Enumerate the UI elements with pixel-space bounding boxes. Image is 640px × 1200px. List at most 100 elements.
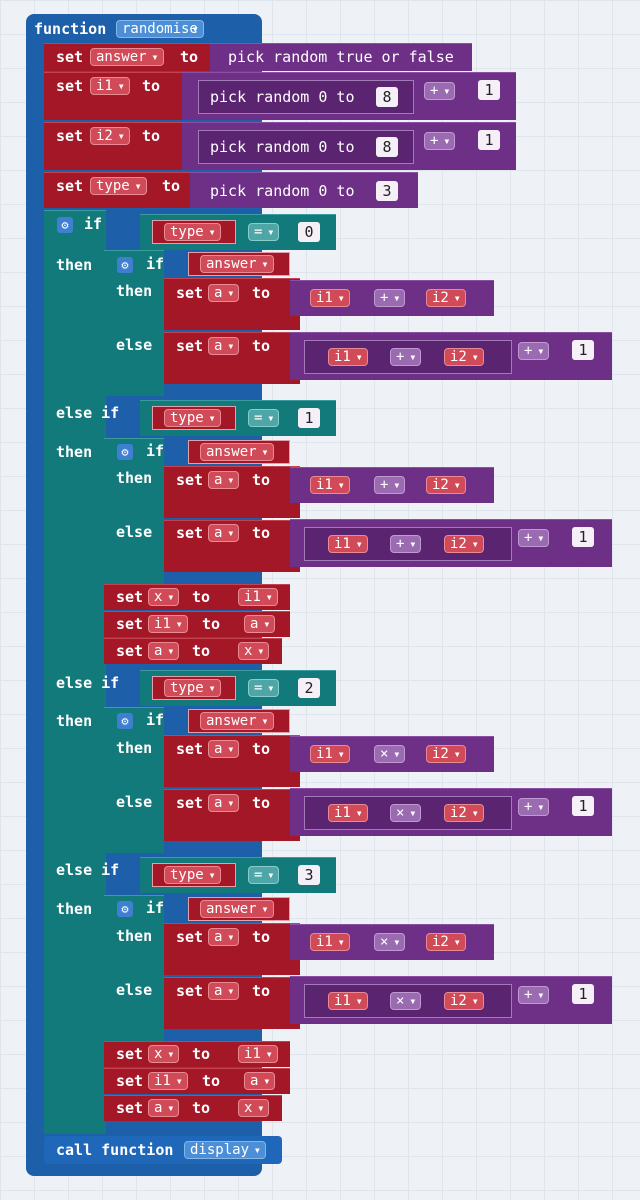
variable-dropdown-i1[interactable]: i1 [310, 745, 350, 763]
variable-dropdown-i1[interactable]: i1 [328, 992, 368, 1010]
number-1[interactable]: 1 [572, 984, 594, 1004]
operator-dropdown-plus[interactable]: + [424, 132, 456, 150]
random-int-label: pick random 0 to [210, 88, 355, 106]
function-name-field[interactable]: randomise [116, 20, 204, 38]
variable-dropdown-x[interactable]: x [238, 642, 270, 660]
variable-dropdown-a[interactable]: a [208, 928, 240, 946]
variable-dropdown-type[interactable]: type [164, 223, 221, 241]
operator-dropdown-plus[interactable]: + [424, 82, 456, 100]
variable-dropdown-a[interactable]: a [208, 337, 240, 355]
to-keyword: to [202, 1072, 221, 1090]
random-boolean-block[interactable] [210, 43, 472, 71]
number-1[interactable]: 1 [478, 130, 500, 150]
number-3[interactable]: 3 [376, 181, 398, 201]
if-else-block-inner[interactable] [104, 438, 164, 584]
else-if-keyword: else if [56, 674, 120, 692]
operator-dropdown-times[interactable]: × [374, 933, 406, 951]
number-0[interactable]: 0 [298, 222, 320, 242]
if-else-block-inner[interactable] [104, 250, 164, 396]
operator-dropdown-plus[interactable]: + [390, 348, 422, 366]
gear-icon[interactable]: ⚙ [117, 901, 133, 917]
variable-dropdown-i1[interactable]: i1 [328, 535, 368, 553]
gear-icon[interactable]: ⚙ [117, 257, 133, 273]
variable-dropdown-i1[interactable]: i1 [328, 804, 368, 822]
variable-dropdown-i1[interactable]: i1 [148, 615, 188, 633]
variable-dropdown-i2[interactable]: i2 [426, 745, 466, 763]
variable-dropdown-i1[interactable]: i1 [310, 289, 350, 307]
variable-dropdown-i2[interactable]: i2 [444, 535, 484, 553]
variable-dropdown-i1[interactable]: i1 [148, 1072, 188, 1090]
operator-dropdown-times[interactable]: × [374, 745, 406, 763]
if-else-block-inner[interactable] [104, 895, 164, 1041]
operator-dropdown-plus[interactable]: + [518, 529, 550, 547]
if-else-block-inner[interactable] [104, 707, 164, 853]
variable-dropdown-i2[interactable]: i2 [426, 289, 466, 307]
variable-dropdown-i1[interactable]: i1 [310, 476, 350, 494]
variable-dropdown-type[interactable]: type [90, 177, 147, 195]
function-name-dropdown[interactable]: display [184, 1141, 267, 1159]
set-keyword: set [56, 48, 84, 66]
number-8[interactable]: 8 [376, 87, 398, 107]
gear-icon[interactable]: ⚙ [117, 713, 133, 729]
variable-dropdown-a[interactable]: a [148, 642, 180, 660]
number-1[interactable]: 1 [572, 796, 594, 816]
variable-dropdown-i1[interactable]: i1 [328, 348, 368, 366]
operator-dropdown-equals[interactable]: = [248, 866, 280, 884]
variable-dropdown-i2[interactable]: i2 [426, 933, 466, 951]
set-a-block[interactable] [164, 789, 300, 841]
operator-dropdown-times[interactable]: × [390, 992, 422, 1010]
number-2[interactable]: 2 [298, 678, 320, 698]
variable-dropdown-i1[interactable]: i1 [90, 77, 130, 95]
variable-dropdown-x[interactable]: x [238, 1099, 270, 1117]
number-1[interactable]: 1 [478, 80, 500, 100]
number-1[interactable]: 1 [298, 408, 320, 428]
variable-dropdown-x[interactable]: x [148, 588, 180, 606]
number-8[interactable]: 8 [376, 137, 398, 157]
variable-dropdown-answer[interactable]: answer [90, 48, 164, 66]
operator-dropdown-plus[interactable]: + [390, 535, 422, 553]
variable-dropdown-a[interactable]: a [208, 794, 240, 812]
variable-dropdown-a[interactable]: a [208, 740, 240, 758]
variable-dropdown-i2[interactable]: i2 [90, 127, 130, 145]
variable-dropdown-a[interactable]: a [208, 982, 240, 1000]
variable-dropdown-a[interactable]: a [208, 524, 240, 542]
variable-dropdown-i2[interactable]: i2 [444, 348, 484, 366]
variable-dropdown-answer[interactable]: answer [200, 712, 274, 730]
variable-dropdown-x[interactable]: x [148, 1045, 180, 1063]
operator-dropdown-equals[interactable]: = [248, 409, 280, 427]
if-keyword: if [146, 442, 165, 460]
else-keyword: else [116, 793, 153, 811]
number-1[interactable]: 1 [572, 527, 594, 547]
variable-dropdown-i2[interactable]: i2 [444, 992, 484, 1010]
operator-dropdown-equals[interactable]: = [248, 223, 280, 241]
variable-dropdown-a[interactable]: a [208, 284, 240, 302]
to-keyword: to [252, 928, 271, 946]
variable-dropdown-a[interactable]: a [148, 1099, 180, 1117]
if-else-block-outer[interactable] [44, 210, 106, 1134]
gear-icon[interactable]: ⚙ [117, 444, 133, 460]
variable-dropdown-answer[interactable]: answer [200, 900, 274, 918]
operator-dropdown-plus[interactable]: + [374, 289, 406, 307]
operator-dropdown-equals[interactable]: = [248, 679, 280, 697]
variable-dropdown-a[interactable]: a [244, 615, 276, 633]
gear-icon[interactable]: ⚙ [57, 217, 73, 233]
variable-dropdown-type[interactable]: type [164, 409, 221, 427]
operator-dropdown-plus[interactable]: + [518, 342, 550, 360]
variable-dropdown-type[interactable]: type [164, 679, 221, 697]
number-1[interactable]: 1 [572, 340, 594, 360]
number-3[interactable]: 3 [298, 865, 320, 885]
variable-dropdown-i1[interactable]: i1 [238, 588, 278, 606]
variable-dropdown-a[interactable]: a [244, 1072, 276, 1090]
variable-dropdown-answer[interactable]: answer [200, 443, 274, 461]
operator-dropdown-plus[interactable]: + [518, 798, 550, 816]
variable-dropdown-i1[interactable]: i1 [238, 1045, 278, 1063]
operator-dropdown-plus[interactable]: + [518, 986, 550, 1004]
operator-dropdown-times[interactable]: × [390, 804, 422, 822]
variable-dropdown-a[interactable]: a [208, 471, 240, 489]
operator-dropdown-plus[interactable]: + [374, 476, 406, 494]
variable-dropdown-type[interactable]: type [164, 866, 221, 884]
variable-dropdown-answer[interactable]: answer [200, 255, 274, 273]
variable-dropdown-i2[interactable]: i2 [444, 804, 484, 822]
variable-dropdown-i2[interactable]: i2 [426, 476, 466, 494]
variable-dropdown-i1[interactable]: i1 [310, 933, 350, 951]
